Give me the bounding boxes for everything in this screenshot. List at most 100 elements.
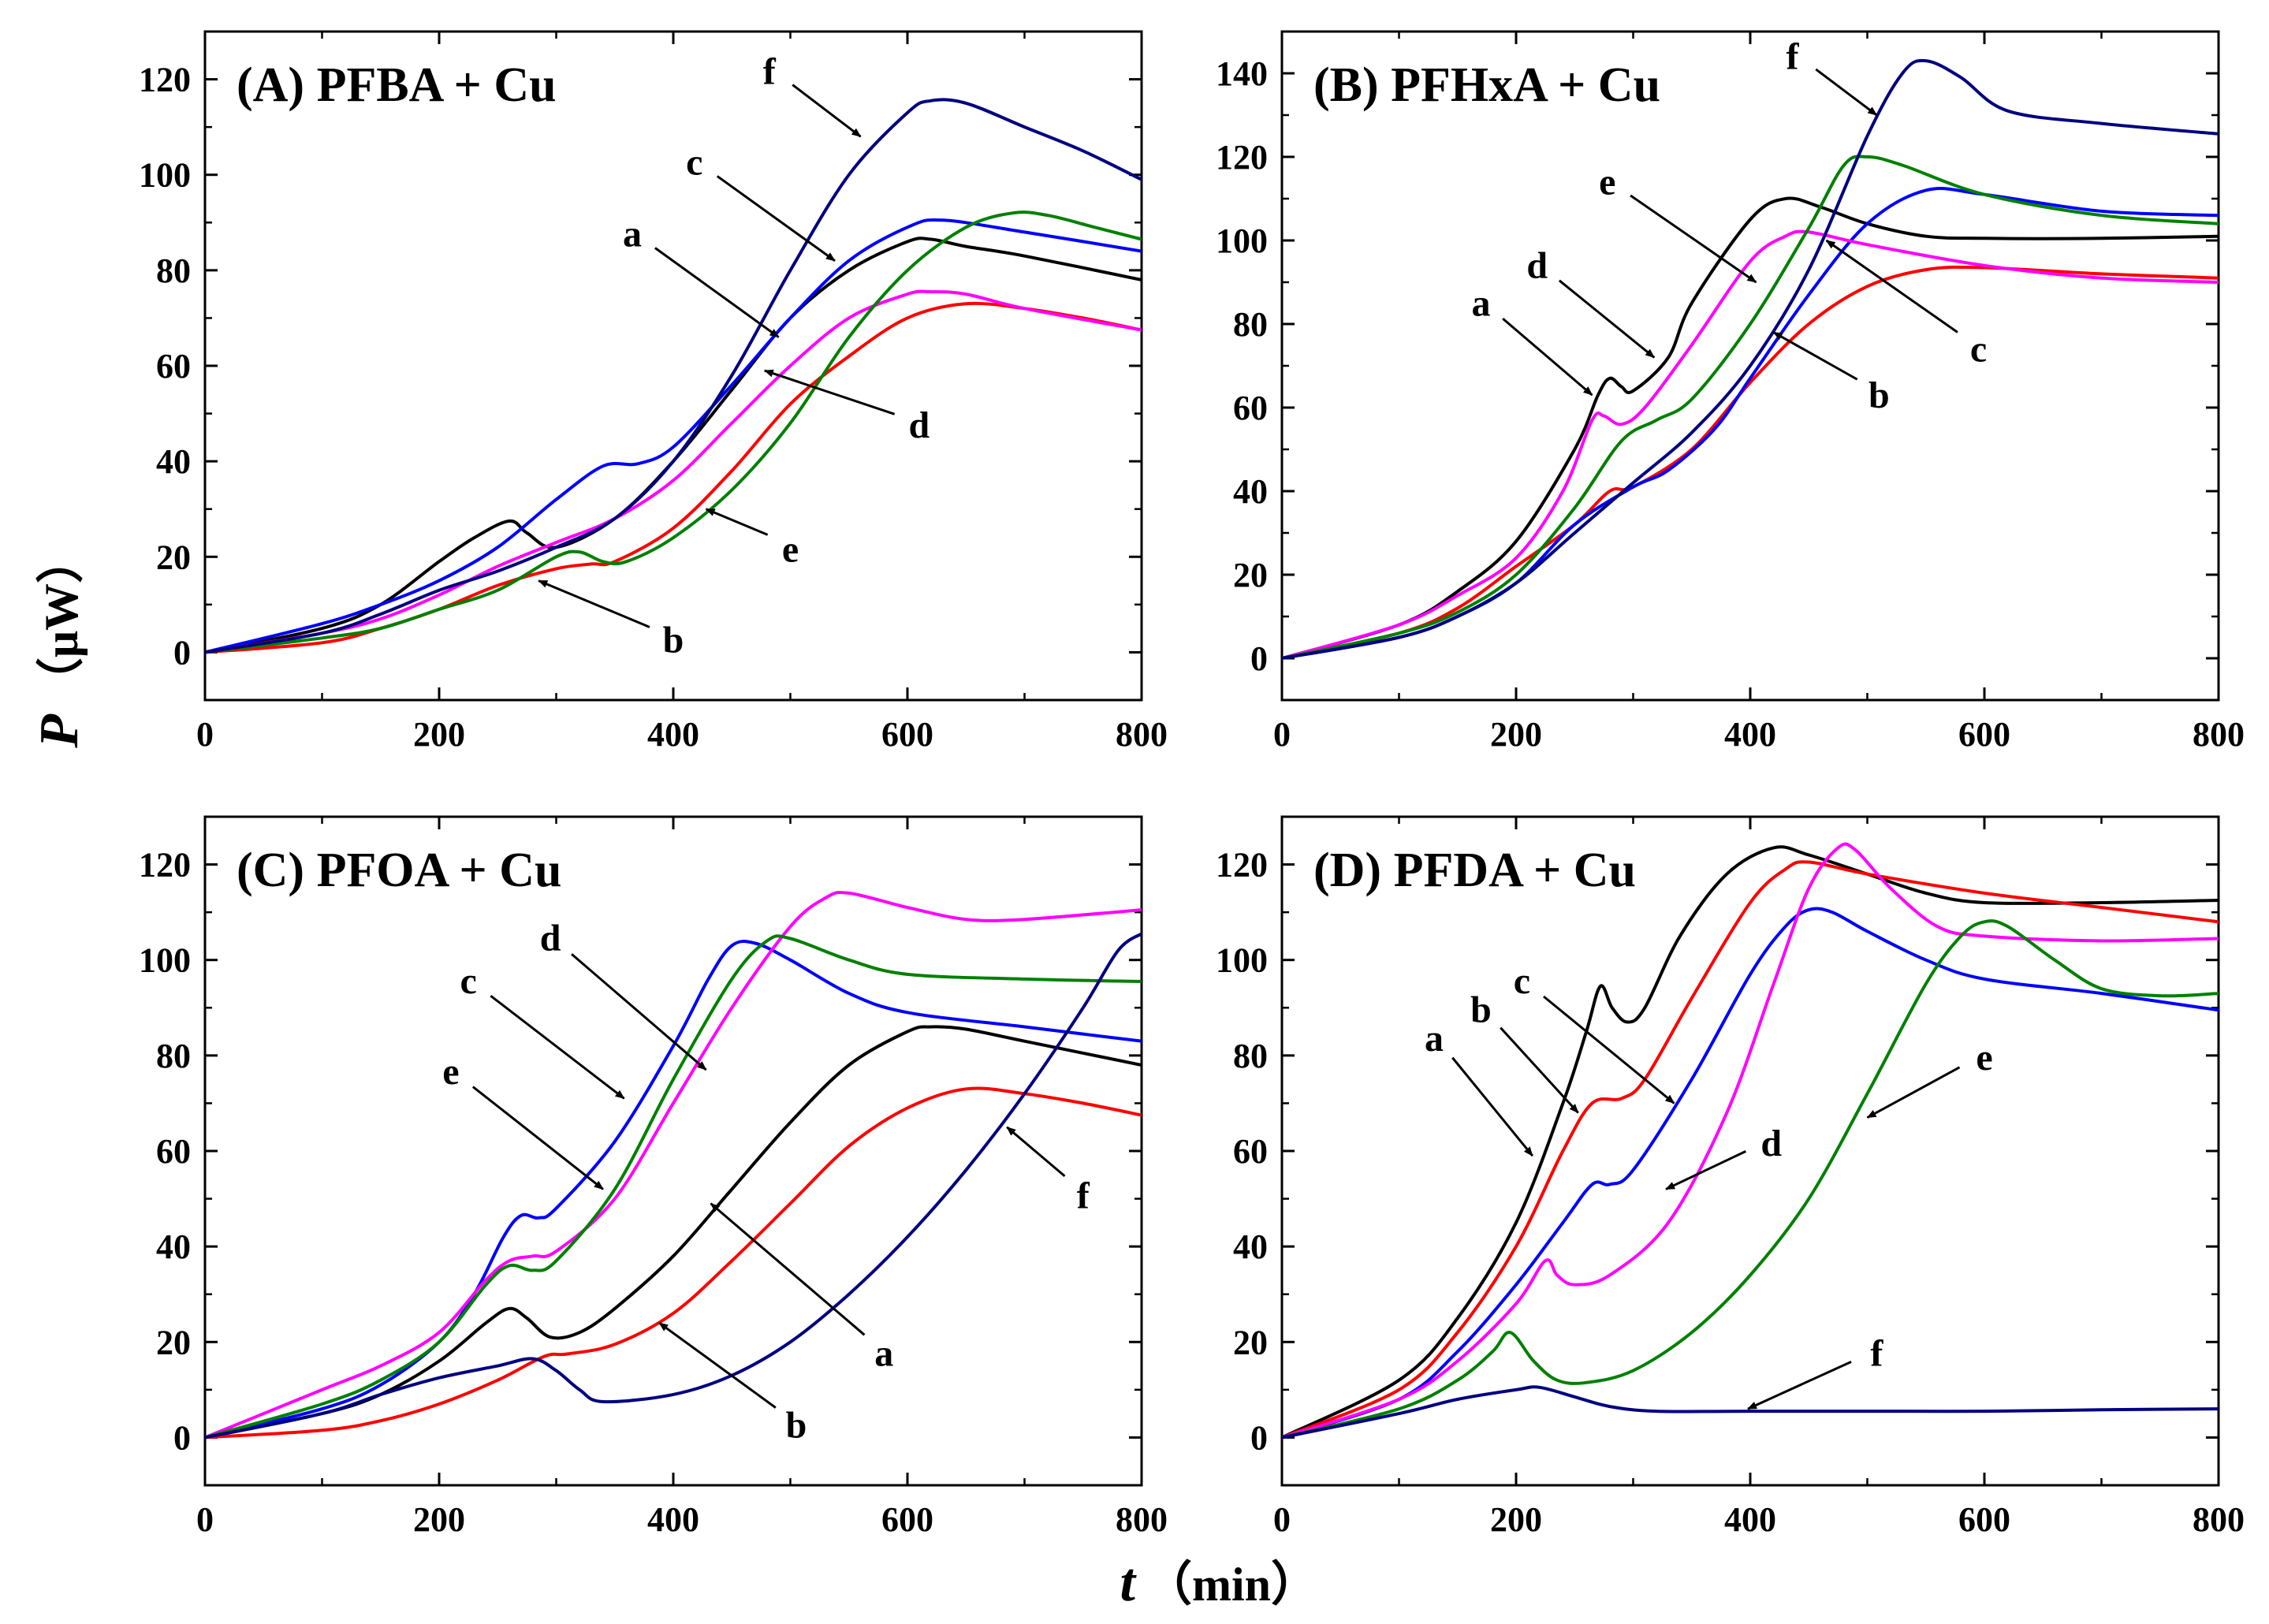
- panel-title: (D) PFDA + Cu: [1313, 844, 1636, 897]
- annotation-label-f: f: [1077, 1175, 1090, 1217]
- y-tick-label: 60: [1233, 1132, 1268, 1171]
- x-tick-label: 200: [413, 715, 465, 754]
- x-axis-unit: （min）: [1145, 1558, 1318, 1611]
- series-group: [205, 891, 1142, 1440]
- annotation-label-a: a: [874, 1333, 893, 1375]
- annotation-arrow-e: [1866, 1066, 1961, 1119]
- x-tick-label: 0: [196, 1500, 214, 1539]
- annotation-arrow-c: [716, 175, 836, 262]
- y-tick-label: 0: [1250, 639, 1268, 678]
- annotation-label-c: c: [1514, 960, 1530, 1002]
- series-group: [1282, 842, 2219, 1440]
- annotation-arrow-d: [571, 953, 707, 1071]
- panel-d: 0 200 400 600 800 0 20 40 60 80 100 120 abc d e f (D) PF…: [1216, 815, 2245, 1539]
- annotation-arrow-b: [1500, 1026, 1579, 1114]
- y-tick-label: 40: [156, 442, 191, 481]
- series-line-d: [205, 289, 1142, 654]
- x-tick-label: 0: [1273, 1500, 1291, 1539]
- y-tick-label: 80: [1233, 1037, 1268, 1075]
- annotation-arrow-f: [792, 84, 862, 138]
- y-tick-label: 120: [1216, 846, 1268, 885]
- annotation-label-d: d: [540, 918, 561, 959]
- annotation-label-c: c: [1970, 329, 1987, 371]
- y-tick-label: 20: [156, 1323, 191, 1361]
- annotation-arrow-f: [1747, 1360, 1852, 1410]
- plot-frame: [203, 815, 1143, 1487]
- annotation-arrow-a: [654, 247, 780, 338]
- x-tick-label: 600: [881, 715, 933, 754]
- annotation-arrow-b: [538, 579, 650, 628]
- y-tick-label: 80: [1233, 305, 1268, 344]
- x-tick-label: 800: [2193, 715, 2245, 754]
- series-line-e: [1282, 155, 2219, 660]
- series-line-c: [205, 218, 1142, 654]
- series-line-a: [205, 1025, 1142, 1440]
- y-tick-label: 40: [1233, 472, 1268, 511]
- plot-frame: [203, 30, 1143, 702]
- annotation-label-c: c: [686, 142, 702, 184]
- y-tick-label: 20: [1233, 556, 1268, 594]
- x-tick-label: 800: [2193, 1500, 2245, 1539]
- annotation-arrow-b: [658, 1321, 777, 1409]
- y-tick-label: 100: [1216, 941, 1268, 980]
- annotation-arrow-e: [1630, 194, 1757, 284]
- annotation-label-e: e: [442, 1051, 459, 1093]
- series-line-b: [1282, 265, 2219, 660]
- y-tick-label: 100: [139, 941, 191, 980]
- annotation-arrow-c: [1825, 239, 1958, 333]
- y-tick-label: 60: [156, 1132, 191, 1171]
- annotation-label-f: f: [1870, 1333, 1883, 1375]
- panel-title: (B) PFHxA + Cu: [1313, 58, 1660, 112]
- series-line-c: [1282, 187, 2219, 660]
- series-line-f: [205, 98, 1142, 654]
- y-tick-label: 140: [1216, 54, 1268, 93]
- annotation-label-f: f: [763, 51, 777, 93]
- series-line-b: [205, 301, 1142, 654]
- x-tick-label: 600: [881, 1500, 933, 1539]
- annotation-label-a: a: [623, 214, 642, 255]
- series-line-f: [1282, 58, 2219, 660]
- y-tick-label: 40: [156, 1227, 191, 1266]
- series-line-a: [1282, 196, 2219, 660]
- x-axis-title: t （min）: [1120, 1552, 1318, 1613]
- x-tick-label: 800: [1116, 715, 1168, 754]
- series-line-c: [1282, 907, 2219, 1440]
- series-group: [205, 98, 1142, 654]
- x-tick-label: 0: [196, 715, 214, 754]
- series-line-f: [1282, 1385, 2219, 1440]
- annotation-label-b: b: [1470, 989, 1492, 1030]
- y-tick-label: 20: [156, 538, 191, 576]
- x-tick-label: 600: [1958, 715, 2010, 754]
- series-line-d: [1282, 229, 2219, 660]
- y-tick-label: 60: [1233, 389, 1268, 427]
- annotation-arrow-c: [490, 994, 625, 1100]
- annotation-label-f: f: [1786, 36, 1799, 78]
- y-axis-unit: （μW）: [35, 536, 88, 705]
- series-group: [1282, 58, 2219, 660]
- annotation-label-e: e: [1599, 162, 1615, 203]
- annotation-arrow-c: [1543, 995, 1675, 1104]
- series-line-f: [205, 932, 1142, 1440]
- annotation-arrow-b: [1772, 331, 1858, 381]
- series-line-b: [205, 1086, 1142, 1440]
- series-line-e: [205, 934, 1142, 1440]
- series-line-d: [1282, 842, 2219, 1440]
- annotation-arrow-d: [1558, 279, 1656, 359]
- y-axis-symbol: P: [29, 713, 90, 749]
- annotation-label-d: d: [1526, 245, 1548, 287]
- annotation-label-a: a: [1471, 282, 1490, 324]
- x-tick-label: 200: [1490, 715, 1542, 754]
- x-tick-label: 400: [1724, 1500, 1776, 1539]
- annotation-arrow-e: [705, 508, 769, 536]
- y-tick-label: 0: [1250, 1418, 1268, 1457]
- series-line-c: [205, 940, 1142, 1440]
- x-tick-label: 400: [647, 1500, 699, 1539]
- series-line-a: [1282, 845, 2219, 1440]
- x-tick-label: 800: [1116, 1500, 1168, 1539]
- y-tick-label: 80: [156, 251, 191, 290]
- y-tick-label: 20: [1233, 1323, 1268, 1361]
- y-tick-label: 60: [156, 347, 191, 386]
